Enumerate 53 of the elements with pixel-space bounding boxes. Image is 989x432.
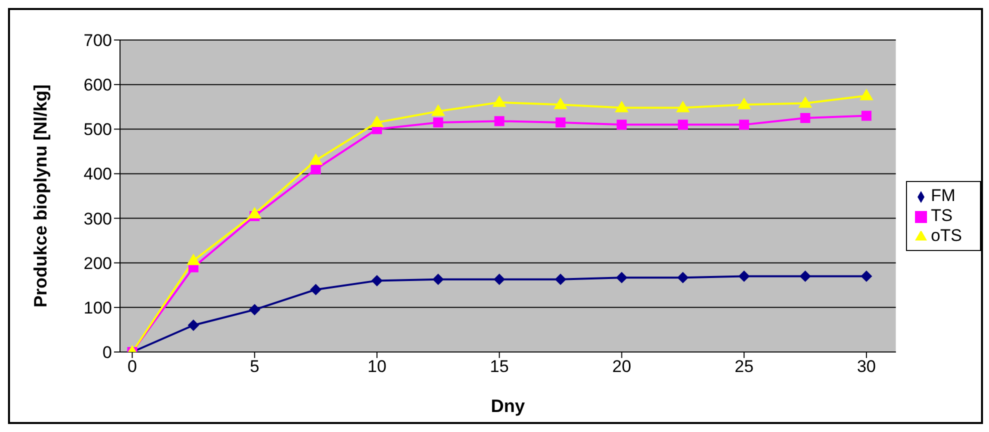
y-tick-label: 400 (84, 164, 112, 184)
x-axis-title: Dny (490, 396, 525, 416)
legend-label: TS (930, 206, 953, 225)
x-tick-label: 5 (250, 357, 260, 376)
x-tick-label: 30 (856, 357, 876, 376)
point (738, 270, 750, 282)
point (677, 272, 688, 284)
point (310, 284, 322, 296)
point (861, 110, 872, 121)
point (676, 101, 690, 112)
y-axis-title: Produkce bioplynu [Nl/kg] (30, 84, 50, 308)
y-tick-label: 500 (84, 120, 112, 140)
point (432, 104, 445, 116)
x-tick-label: 25 (734, 357, 754, 376)
point (555, 274, 566, 285)
point (371, 275, 382, 286)
y-tick-label: 700 (84, 31, 112, 50)
point (494, 274, 505, 285)
y-tick-label: 0 (102, 343, 112, 362)
x-tick-label: 0 (128, 357, 137, 376)
legend-label: oTS (930, 226, 962, 245)
point (370, 116, 384, 127)
x-tick-label: 10 (368, 357, 386, 376)
point (494, 116, 504, 126)
y-tick-label: 600 (84, 76, 112, 95)
point (860, 270, 872, 282)
point (432, 274, 444, 285)
legend-label: FM (930, 186, 956, 205)
point (615, 101, 628, 112)
point (310, 164, 321, 174)
x-tick-label: 20 (612, 357, 632, 376)
point (188, 320, 199, 331)
y-tick-label: 200 (84, 254, 112, 273)
x-tick-label: 15 (490, 357, 509, 376)
point (309, 154, 322, 165)
point (556, 117, 566, 128)
point (798, 96, 812, 108)
point (800, 113, 810, 123)
y-tick-label: 300 (84, 209, 112, 228)
y-tick-label: 100 (84, 298, 112, 318)
point (800, 270, 811, 282)
point (738, 98, 751, 110)
point (554, 98, 568, 110)
point (739, 120, 750, 130)
point (860, 89, 873, 100)
point (616, 120, 627, 130)
point (616, 272, 628, 284)
point (248, 207, 262, 218)
point (492, 96, 506, 107)
point (186, 254, 200, 266)
point (678, 120, 688, 130)
point (433, 117, 444, 128)
point (249, 304, 260, 316)
